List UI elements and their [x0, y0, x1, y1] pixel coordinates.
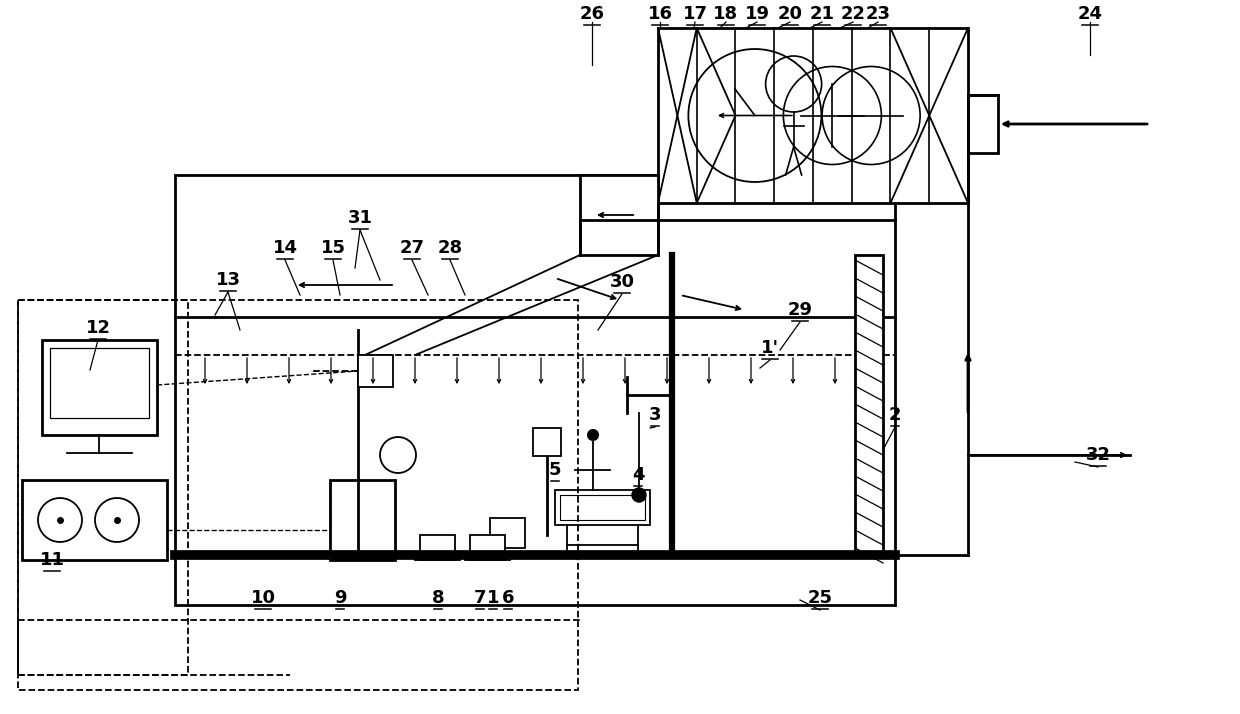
Bar	[470, 535, 505, 560]
Text: 21: 21	[810, 5, 835, 23]
Text: 28: 28	[438, 239, 463, 257]
Bar	[22, 480, 167, 560]
Text: 6: 6	[502, 589, 515, 607]
Bar	[556, 490, 650, 525]
Text: 1: 1	[487, 589, 500, 607]
Text: 22: 22	[841, 5, 866, 23]
Text: 31: 31	[347, 209, 372, 227]
Text: 19: 19	[744, 5, 770, 23]
Text: 25: 25	[807, 589, 832, 607]
Bar	[658, 28, 968, 203]
Text: 7: 7	[474, 589, 486, 607]
Text: 3: 3	[649, 406, 661, 424]
Text: 30: 30	[610, 273, 635, 291]
Bar	[42, 340, 157, 435]
Text: 29: 29	[787, 301, 812, 319]
Text: 2: 2	[889, 406, 901, 424]
Text: 12: 12	[86, 319, 110, 337]
Text: 18: 18	[713, 5, 739, 23]
Text: 32: 32	[1085, 446, 1111, 464]
Bar	[50, 348, 149, 418]
Bar	[856, 255, 883, 555]
Text: 5: 5	[549, 461, 562, 479]
Text: 8: 8	[432, 589, 444, 607]
Text: 27: 27	[399, 239, 424, 257]
Text: 15: 15	[320, 239, 346, 257]
Bar	[420, 535, 455, 560]
Text: 17: 17	[682, 5, 708, 23]
Text: 11: 11	[40, 551, 64, 569]
Bar	[533, 428, 560, 456]
Bar	[358, 355, 393, 387]
Bar	[580, 175, 658, 255]
Text: 13: 13	[216, 271, 241, 289]
Bar	[175, 175, 895, 605]
Circle shape	[588, 430, 598, 440]
Text: 9: 9	[334, 589, 346, 607]
Text: 23: 23	[866, 5, 890, 23]
Text: 4: 4	[631, 466, 645, 484]
Circle shape	[632, 488, 646, 502]
Text: 24: 24	[1078, 5, 1102, 23]
Bar	[968, 95, 998, 153]
Text: 14: 14	[273, 239, 298, 257]
Bar	[19, 300, 188, 675]
Text: 26: 26	[579, 5, 604, 23]
Bar	[330, 480, 396, 560]
Bar	[490, 518, 525, 548]
Text: 20: 20	[777, 5, 802, 23]
Text: 1': 1'	[761, 339, 779, 357]
Text: 10: 10	[250, 589, 275, 607]
Bar	[560, 495, 645, 520]
Text: 16: 16	[647, 5, 672, 23]
Bar	[19, 300, 578, 690]
